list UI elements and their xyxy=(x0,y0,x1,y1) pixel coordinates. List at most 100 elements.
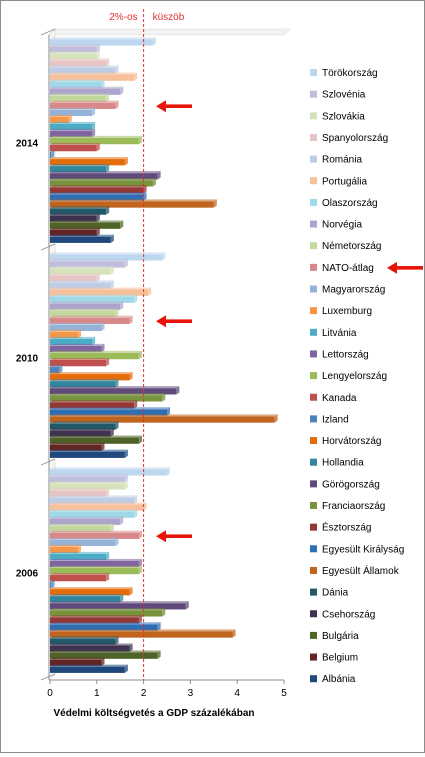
bar-top-luxemburg-2014 xyxy=(50,114,72,117)
legend-label-olaszorszag: Olaszország xyxy=(322,198,378,209)
bar-side-hollandia-2010 xyxy=(115,379,119,388)
bar-side-nato-atlag-2010 xyxy=(129,315,133,324)
x-tick-label-4: 4 xyxy=(234,688,240,699)
bar-side-szlovenia-2010 xyxy=(124,259,128,268)
arrow-shaft-2010 xyxy=(165,319,192,323)
bar-top-szlovakia-2014 xyxy=(50,51,100,54)
bar-dania-2006 xyxy=(50,638,116,645)
bar-szlovakia-2006 xyxy=(50,483,125,490)
bar-top-lengyelorszag-2014 xyxy=(50,135,142,138)
bar-spanyolorszag-2014 xyxy=(50,60,107,67)
bar-side-romania-2014 xyxy=(115,65,119,74)
bar-top-lettorszag-2014 xyxy=(50,128,96,131)
bar-top-egyesult-allamok-2014 xyxy=(50,199,217,202)
x-tick-label-1: 1 xyxy=(94,688,100,699)
bar-side-torokorszag-2014 xyxy=(152,37,156,46)
legend-label-norvegia: Norvégia xyxy=(322,220,362,231)
bar-top-nato-atlag-2010 xyxy=(50,315,133,318)
bar-side-szlovenia-2006 xyxy=(124,474,128,483)
bar-top-dania-2006 xyxy=(50,636,119,639)
group-divider xyxy=(40,243,56,251)
bar-lettorszag-2014 xyxy=(50,130,93,138)
bar-top-gorogorszag-2006 xyxy=(50,601,189,604)
legend-swatch-csehorszag xyxy=(310,610,317,618)
bar-top-esztorszag-2006 xyxy=(50,615,142,618)
bar-side-izland-2010 xyxy=(59,365,63,374)
bar-nato-atlag-2006 xyxy=(50,532,139,539)
bar-side-szlovakia-2006 xyxy=(124,481,128,490)
legend-swatch-egyesult-kiralysag xyxy=(310,545,317,553)
bar-egyesult-kiralysag-2014 xyxy=(50,194,144,201)
bar-side-dania-2006 xyxy=(115,636,119,645)
bar-olaszorszag-2014 xyxy=(50,81,102,88)
bar-top-torokorszag-2006 xyxy=(50,467,170,470)
bar-top-kanada-2006 xyxy=(50,572,110,575)
bar-side-olaszorszag-2014 xyxy=(101,79,105,88)
bar-side-horvatorszag-2006 xyxy=(129,587,133,596)
group-label-2010: 2010 xyxy=(16,354,39,365)
bar-top-belgium-2006 xyxy=(50,657,105,660)
legend-label-esztorszag: Észtország xyxy=(322,521,371,534)
threshold-label-right: küszöb xyxy=(153,12,185,23)
bar-side-franciaorszag-2006 xyxy=(162,608,166,617)
bar-magyarorszag-2010 xyxy=(50,324,102,332)
bar-side-spanyolorszag-2010 xyxy=(96,273,100,282)
legend-swatch-olaszorszag xyxy=(310,198,317,206)
bar-top-olaszorszag-2014 xyxy=(50,79,105,82)
group-label-2006: 2006 xyxy=(16,569,39,580)
legend-swatch-romania xyxy=(310,155,317,163)
bar-side-romania-2006 xyxy=(134,495,138,504)
bar-olaszorszag-2006 xyxy=(50,511,135,518)
bar-top-magyarorszag-2006 xyxy=(50,537,119,540)
bar-izland-2006 xyxy=(50,582,52,589)
bar-szlovenia-2010 xyxy=(50,261,125,268)
arrow-head-2014 xyxy=(156,100,166,113)
bar-kanada-2014 xyxy=(50,144,97,152)
bar-franciaorszag-2010 xyxy=(50,395,163,402)
x-tick-label-2: 2 xyxy=(141,688,147,699)
bar-szlovakia-2014 xyxy=(50,53,97,60)
bar-luxemburg-2014 xyxy=(50,116,69,124)
bar-top-lengyelorszag-2006 xyxy=(50,565,142,568)
bar-egyesult-allamok-2010 xyxy=(50,416,275,423)
bar-spanyolorszag-2010 xyxy=(50,275,97,282)
threshold-label-left: 2%-os xyxy=(109,12,137,23)
legend-swatch-lengyelorszag xyxy=(310,372,317,380)
bar-magyarorszag-2014 xyxy=(50,109,93,117)
bar-spanyolorszag-2006 xyxy=(50,490,107,497)
bar-top-nemetorszag-2014 xyxy=(50,93,110,96)
legend-swatch-portugalia xyxy=(310,177,317,185)
bar-top-nemetorszag-2006 xyxy=(50,523,114,526)
bar-side-szlovenia-2014 xyxy=(96,44,100,53)
bar-side-luxemburg-2010 xyxy=(78,329,82,339)
legend-label-portugalia: Portugália xyxy=(322,176,367,187)
bar-dania-2014 xyxy=(50,208,107,215)
bar-egyesult-allamok-2006 xyxy=(50,631,233,638)
bar-csehorszag-2006 xyxy=(50,645,130,652)
bar-top-csehorszag-2010 xyxy=(50,428,114,431)
arrow-shaft-2006 xyxy=(165,534,192,538)
bar-top-franciaorszag-2006 xyxy=(50,608,166,611)
bar-top-lettorszag-2006 xyxy=(50,558,142,561)
legend-label-egyesult-allamok: Egyesült Államok xyxy=(322,564,400,577)
x-tick-label-3: 3 xyxy=(188,688,194,699)
bar-side-horvatorszag-2010 xyxy=(129,372,133,381)
bar-portugalia-2014 xyxy=(50,74,135,81)
bar-top-luxemburg-2006 xyxy=(50,544,82,547)
legend-swatch-gorogorszag xyxy=(310,480,317,488)
bar-lengyelorszag-2014 xyxy=(50,137,139,145)
legend-swatch-horvatorszag xyxy=(310,437,317,445)
legend-arrow-shaft xyxy=(396,266,423,270)
legend-arrow-head xyxy=(387,261,397,274)
bar-nemetorszag-2014 xyxy=(50,95,107,102)
bar-lettorszag-2010 xyxy=(50,345,102,353)
legend-label-litvania: Litvánia xyxy=(322,328,357,339)
bar-lettorszag-2006 xyxy=(50,560,139,568)
bar-top-belgium-2014 xyxy=(50,227,100,230)
legend-swatch-litvania xyxy=(310,328,317,336)
bar-side-magyarorszag-2014 xyxy=(92,107,96,117)
bar-top-torokorszag-2014 xyxy=(50,37,156,40)
bar-horvatorszag-2006 xyxy=(50,589,130,596)
bar-side-gorogorszag-2006 xyxy=(185,601,189,610)
legend-label-torokorszag: Törökország xyxy=(322,68,378,79)
